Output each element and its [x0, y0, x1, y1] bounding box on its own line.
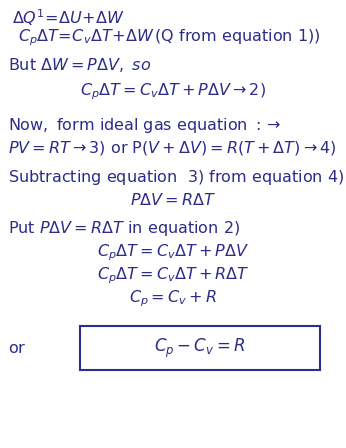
- Text: $C_p\Delta T\!=\!C_v\Delta T\!+\!\Delta W\,(\mathrm{Q\ from\ equation\ 1))}$: $C_p\Delta T\!=\!C_v\Delta T\!+\!\Delta …: [18, 28, 321, 48]
- Text: $\mathrm{or}$: $\mathrm{or}$: [8, 340, 27, 356]
- Text: $\mathrm{But}\ \Delta W = P\Delta V,\ \mathit{so}$: $\mathrm{But}\ \Delta W = P\Delta V,\ \m…: [8, 56, 151, 74]
- Text: $C_p = C_v + R$: $C_p = C_v + R$: [129, 289, 217, 309]
- Text: $C_p\Delta T = C_v\Delta T + P\Delta V \rightarrow 2)$: $C_p\Delta T = C_v\Delta T + P\Delta V \…: [80, 82, 266, 102]
- Bar: [80, 326, 320, 370]
- Text: $\mathrm{Subtracting\ equation\ \ 3)\ from\ equation\ 4)}$: $\mathrm{Subtracting\ equation\ \ 3)\ fr…: [8, 168, 344, 186]
- Text: $\mathrm{Now,\ form\ ideal\ gas\ equation\ :\rightarrow}$: $\mathrm{Now,\ form\ ideal\ gas\ equatio…: [8, 116, 282, 134]
- Text: $PV = RT \rightarrow 3)\ \mathrm{or\ P}(V+\Delta V)= R(T+\Delta T)\rightarrow 4): $PV = RT \rightarrow 3)\ \mathrm{or\ P}(…: [8, 139, 337, 157]
- Text: $C_p\Delta T = C_v\Delta T + R\Delta T$: $C_p\Delta T = C_v\Delta T + R\Delta T$: [97, 266, 249, 286]
- Text: $P\Delta V = R\Delta T$: $P\Delta V = R\Delta T$: [130, 192, 216, 208]
- Text: $\mathrm{Put}\ P\Delta V = R\Delta T\ \mathrm{in\ equation\ 2)}$: $\mathrm{Put}\ P\Delta V = R\Delta T\ \m…: [8, 219, 240, 237]
- Text: $\Delta Q^{1}\!=\!\Delta U\!+\!\Delta W$: $\Delta Q^{1}\!=\!\Delta U\!+\!\Delta W$: [12, 8, 125, 28]
- Text: $C_p\Delta T = C_v\Delta T + P\Delta V$: $C_p\Delta T = C_v\Delta T + P\Delta V$: [97, 243, 249, 263]
- Text: $C_p - C_v = R$: $C_p - C_v = R$: [154, 336, 246, 360]
